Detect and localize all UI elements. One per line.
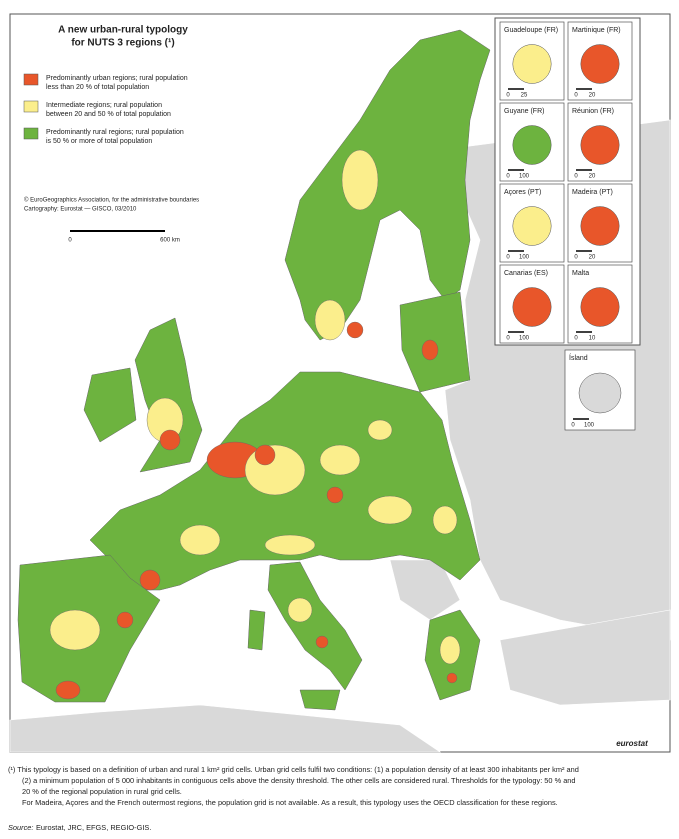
patch: [421, 339, 439, 361]
inset-shape: [580, 44, 620, 84]
legend-label: is 50 % or more of total population: [46, 138, 152, 145]
legend-swatch: [23, 73, 39, 86]
patch: [264, 534, 316, 556]
inset-shape: [580, 287, 620, 327]
inset-scale-label: 25: [521, 93, 528, 99]
turkey: [499, 609, 671, 706]
inset-scale-label: 20: [589, 93, 596, 99]
legend-label: Predominantly rural regions; rural popul…: [46, 129, 184, 136]
patch: [315, 635, 329, 649]
legend-swatch: [23, 100, 39, 113]
inset-scale-label: 0: [506, 93, 510, 99]
inset-shape: [580, 206, 620, 246]
inset-scale-label: 0: [571, 423, 575, 429]
patch: [139, 569, 161, 591]
inset-scale-label: 0: [574, 336, 578, 342]
inset-title: Açores (PT): [504, 189, 541, 196]
credit: Cartography: Eurostat — GISCO, 03/2010: [24, 207, 137, 213]
inset-frame: [564, 349, 636, 431]
inset-frame: [567, 183, 633, 263]
inset-shape: [512, 206, 552, 246]
inset-scale-label: 20: [589, 255, 596, 261]
patch: [319, 444, 361, 476]
credit: © EuroGeographics Association, for the a…: [24, 197, 199, 204]
patch: [244, 444, 306, 496]
inset-scale-label: 0: [506, 255, 510, 261]
legend-label: Predominantly urban regions; rural popul…: [46, 75, 188, 82]
inset-title: Réunion (FR): [572, 108, 614, 115]
patch: [49, 609, 101, 651]
inset-shape: [512, 125, 552, 165]
inset-scale-label: 100: [519, 255, 530, 261]
patch: [346, 321, 364, 339]
footnote-line: (2) a minimum population of 5 000 inhabi…: [22, 776, 576, 785]
footnote: (¹) This typology is based on a definiti…: [8, 765, 579, 807]
patch: [446, 672, 458, 684]
inset-title: Guyane (FR): [504, 108, 544, 115]
patch: [367, 495, 413, 525]
source-label: Source:: [8, 823, 33, 832]
footnote-line: For Madeira, Açores and the French outer…: [22, 798, 558, 807]
footnote-line: 20 % of the regional population in rural…: [22, 787, 182, 796]
legend-swatch: [23, 127, 39, 140]
inset-scale-label: 100: [584, 423, 595, 429]
inset-title: Madeira (PT): [572, 189, 613, 196]
legend: Predominantly urban regions; rural popul…: [23, 73, 188, 145]
scale-label: 600 km: [160, 238, 180, 244]
inset-shape: [512, 44, 552, 84]
great-britain: [134, 317, 203, 473]
sicily: [299, 689, 341, 711]
inset-scale-label: 0: [574, 93, 578, 99]
inset-scale-label: 0: [506, 336, 510, 342]
insets: Guadeloupe (FR) 0 25 Martinique (FR) 0 20 Guya…: [499, 21, 636, 431]
inset-scale-label: 0: [574, 255, 578, 261]
sardinia: [247, 609, 266, 651]
africa: [9, 704, 441, 753]
legend-label: between 20 and 50 % of total population: [46, 111, 171, 118]
inset-shape: [512, 287, 552, 327]
scale-label: 0: [68, 238, 72, 244]
inset-scale-label: 0: [506, 174, 510, 180]
legend-background: [14, 18, 232, 246]
inset-title: Martinique (FR): [572, 27, 621, 34]
inset-title: Guadeloupe (FR): [504, 27, 558, 34]
legend-label: less than 20 % of total population: [46, 84, 149, 91]
patch: [326, 486, 344, 504]
title: A new urban-rural typology: [58, 25, 188, 36]
patch: [432, 505, 458, 535]
patch: [439, 635, 461, 665]
patch: [367, 419, 393, 441]
italy: [267, 561, 363, 691]
ireland: [83, 367, 137, 443]
inset-scale-label: 100: [519, 336, 530, 342]
patch: [116, 611, 134, 629]
scandinavia: [284, 29, 491, 341]
inset-scale-label: 0: [574, 174, 578, 180]
patch: [314, 299, 346, 341]
inset-title: Malta: [572, 270, 589, 277]
footnote-line: (¹) This typology is based on a definiti…: [8, 765, 579, 774]
legend-box: A new urban-rural typology for NUTS 3 re…: [14, 18, 232, 246]
inset-scale-label: 100: [519, 174, 530, 180]
logo: eurostat: [616, 739, 648, 748]
inset-shape: [580, 125, 620, 165]
inset-shape: [578, 372, 622, 414]
inset-scale-label: 20: [589, 174, 596, 180]
patch: [179, 524, 221, 556]
inset-title: Canarias (ES): [504, 270, 548, 277]
inset-title: Ísland: [569, 353, 588, 362]
region-patches: [49, 149, 461, 700]
inset-scale-label: 10: [589, 336, 596, 342]
patch: [341, 149, 379, 211]
patch: [55, 680, 81, 700]
title: for NUTS 3 regions (¹): [71, 38, 174, 49]
patch: [254, 444, 276, 466]
patch: [159, 429, 181, 451]
patch: [287, 597, 313, 623]
legend-label: Intermediate regions; rural population: [46, 102, 162, 109]
source: Eurostat, JRC, EFGS, REGIO-GIS.: [36, 823, 151, 832]
